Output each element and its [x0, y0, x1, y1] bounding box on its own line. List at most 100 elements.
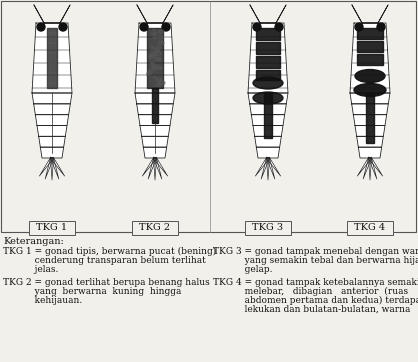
FancyBboxPatch shape [347, 221, 393, 235]
Text: TKG 3 = gonad tampak menebal dengan warna: TKG 3 = gonad tampak menebal dengan warn… [213, 247, 418, 256]
Text: TKG 4 = gonad tampak ketebalannya semakin: TKG 4 = gonad tampak ketebalannya semaki… [213, 278, 418, 287]
Bar [256, 42, 280, 54]
Ellipse shape [253, 77, 283, 89]
Polygon shape [137, 5, 155, 23]
Circle shape [140, 23, 148, 31]
Ellipse shape [153, 33, 157, 35]
Text: TKG 2 = gonad terlihat berupa benang halus: TKG 2 = gonad terlihat berupa benang hal… [3, 278, 210, 287]
Polygon shape [352, 5, 370, 23]
Bar [357, 41, 383, 52]
Polygon shape [40, 147, 64, 158]
Polygon shape [350, 23, 390, 93]
Bar [256, 56, 280, 68]
Ellipse shape [151, 33, 155, 35]
Circle shape [59, 23, 67, 31]
Polygon shape [255, 136, 281, 147]
Polygon shape [34, 5, 52, 23]
Polygon shape [45, 157, 54, 179]
Text: TKG 1 = gonad tipis, berwarna pucat (bening): TKG 1 = gonad tipis, berwarna pucat (ben… [3, 247, 216, 256]
Polygon shape [153, 157, 162, 179]
Ellipse shape [156, 66, 161, 69]
Polygon shape [39, 157, 53, 176]
Text: abdomen pertama dan kedua) terdapat: abdomen pertama dan kedua) terdapat [213, 296, 418, 305]
Polygon shape [51, 157, 59, 179]
Polygon shape [267, 157, 280, 176]
Ellipse shape [155, 49, 160, 52]
Ellipse shape [153, 29, 155, 31]
Ellipse shape [156, 46, 161, 49]
Bar [366, 93, 374, 143]
Ellipse shape [158, 41, 163, 43]
Polygon shape [148, 157, 156, 179]
Polygon shape [369, 158, 372, 180]
Ellipse shape [149, 54, 155, 58]
Polygon shape [52, 5, 70, 23]
Polygon shape [358, 147, 382, 158]
Text: TKG 3: TKG 3 [252, 223, 283, 232]
Polygon shape [34, 104, 70, 115]
Text: lekukan dan bulatan-bulatan, warna: lekukan dan bulatan-bulatan, warna [213, 305, 410, 314]
Polygon shape [369, 157, 377, 179]
Polygon shape [251, 115, 285, 126]
Text: yang  berwarna  kuning  hingga: yang berwarna kuning hingga [3, 287, 181, 296]
Ellipse shape [151, 46, 154, 48]
Text: jelas.: jelas. [3, 265, 59, 274]
Polygon shape [155, 5, 173, 23]
Polygon shape [261, 157, 270, 179]
Text: cenderung transparan belum terlihat: cenderung transparan belum terlihat [3, 256, 206, 265]
Ellipse shape [148, 70, 153, 73]
Polygon shape [153, 158, 156, 180]
Ellipse shape [150, 53, 157, 57]
Text: yang semakin tebal dan berwarna hijau: yang semakin tebal dan berwarna hijau [213, 256, 418, 265]
Polygon shape [248, 93, 288, 104]
Ellipse shape [153, 37, 157, 39]
FancyBboxPatch shape [29, 221, 75, 235]
Polygon shape [135, 23, 175, 93]
Polygon shape [267, 157, 275, 179]
Ellipse shape [157, 58, 161, 61]
Polygon shape [268, 5, 286, 23]
Text: Keterangan:: Keterangan: [3, 237, 64, 246]
Circle shape [253, 23, 261, 31]
Polygon shape [32, 23, 72, 93]
Ellipse shape [151, 64, 156, 67]
Ellipse shape [150, 62, 154, 64]
Text: kehijauan.: kehijauan. [3, 296, 82, 305]
Polygon shape [256, 147, 280, 158]
Polygon shape [143, 157, 156, 176]
Polygon shape [355, 126, 385, 136]
Ellipse shape [160, 68, 163, 69]
Polygon shape [135, 93, 175, 104]
Circle shape [377, 23, 385, 31]
Polygon shape [248, 23, 288, 93]
Text: TKG 2: TKG 2 [140, 223, 171, 232]
Ellipse shape [153, 76, 156, 78]
Polygon shape [353, 115, 387, 126]
Polygon shape [51, 157, 65, 176]
Polygon shape [154, 157, 168, 176]
Bar [47, 28, 57, 88]
Polygon shape [138, 115, 172, 126]
Ellipse shape [156, 78, 162, 81]
Polygon shape [39, 136, 65, 147]
Ellipse shape [159, 41, 164, 45]
Bar [357, 28, 383, 39]
Bar [264, 93, 272, 138]
FancyBboxPatch shape [245, 221, 291, 235]
Ellipse shape [355, 70, 385, 83]
Text: TKG 4: TKG 4 [354, 223, 385, 232]
Ellipse shape [155, 58, 161, 61]
Bar [147, 28, 163, 88]
Ellipse shape [158, 36, 163, 39]
Bar [357, 54, 383, 65]
Ellipse shape [150, 54, 154, 56]
Ellipse shape [253, 92, 283, 104]
Polygon shape [369, 157, 382, 176]
Text: TKG 1: TKG 1 [36, 223, 68, 232]
Polygon shape [357, 157, 371, 176]
Polygon shape [253, 126, 283, 136]
Ellipse shape [149, 56, 153, 59]
Polygon shape [137, 104, 173, 115]
Ellipse shape [152, 66, 158, 70]
Polygon shape [51, 158, 54, 180]
